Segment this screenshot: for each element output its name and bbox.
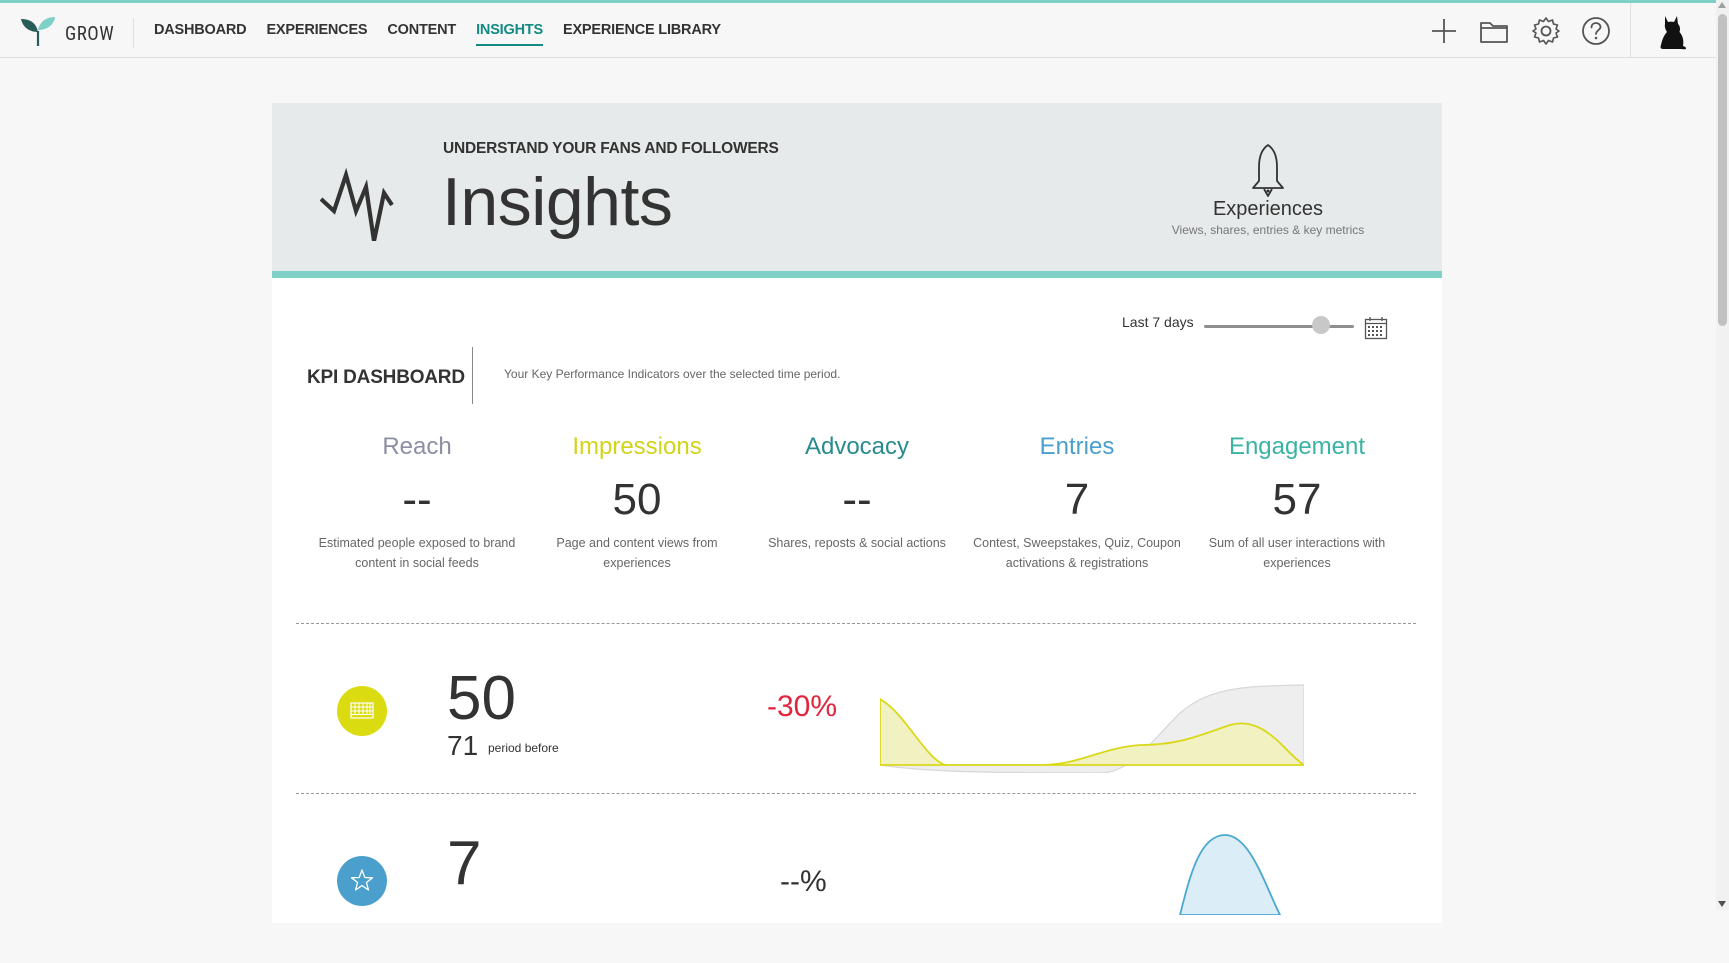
star-icon xyxy=(350,869,374,891)
metric-value: 7 xyxy=(1064,475,1090,524)
metric-name: Impressions xyxy=(572,433,702,460)
user-divider xyxy=(1630,3,1631,58)
section-divider xyxy=(296,793,1416,794)
entries-stat-row: 7 --% xyxy=(272,793,1442,963)
nav-experiences[interactable]: EXPERIENCES xyxy=(266,22,368,38)
metric-name: Engagement xyxy=(1228,433,1366,460)
metric-description: Shares, reposts & social actions xyxy=(768,536,946,550)
insights-card: UNDERSTAND YOUR FANS AND FOLLOWERS Insig… xyxy=(272,103,1442,923)
metric-description: Page and content views from experiences xyxy=(556,536,718,570)
plus-icon[interactable] xyxy=(1428,15,1460,47)
metric-value: -- xyxy=(402,475,432,524)
grow-logo-icon[interactable] xyxy=(20,16,56,48)
entries-sparkline xyxy=(1179,834,1282,915)
impressions-icon-badge xyxy=(337,686,387,736)
top-navigation-bar: GROW DASHBOARD EXPERIENCES CONTENT INSIG… xyxy=(0,0,1716,58)
calendar-icon[interactable] xyxy=(1364,316,1388,340)
kpi-title: KPI DASHBOARD xyxy=(307,367,465,388)
help-icon[interactable] xyxy=(1580,15,1612,47)
metric-reach[interactable]: Reach -- Estimated people exposed to bra… xyxy=(307,433,527,573)
metric-value: -- xyxy=(842,475,872,524)
entries-current-value: 7 xyxy=(447,829,482,898)
nav-divider xyxy=(133,18,134,48)
impressions-previous-value: 71 xyxy=(447,730,479,761)
section-divider xyxy=(296,623,1416,624)
previous-period-label: period before xyxy=(488,741,559,755)
insights-hero: UNDERSTAND YOUR FANS AND FOLLOWERS Insig… xyxy=(272,103,1442,278)
metric-value: 50 xyxy=(612,475,662,524)
impressions-current-value: 50 xyxy=(447,664,516,733)
metric-impressions[interactable]: Impressions 50 Page and content views fr… xyxy=(527,433,747,573)
metric-value: 57 xyxy=(1272,475,1322,524)
experiences-link[interactable]: Experiences Views, shares, entries & key… xyxy=(1160,143,1376,237)
page-title: Insights xyxy=(442,164,673,240)
keyboard-icon xyxy=(350,702,374,719)
metric-name: Reach xyxy=(382,433,452,460)
period-slider-thumb[interactable] xyxy=(1312,316,1330,334)
metric-entries[interactable]: Entries 7 Contest, Sweepstakes, Quiz, Co… xyxy=(967,433,1187,573)
gear-icon[interactable] xyxy=(1530,15,1562,47)
nav-experience-library[interactable]: EXPERIENCE LIBRARY xyxy=(562,22,721,38)
hero-eyebrow: UNDERSTAND YOUR FANS AND FOLLOWERS xyxy=(443,140,779,157)
metric-name: Entries xyxy=(1039,433,1115,460)
experiences-title: Experiences xyxy=(1212,198,1324,220)
metric-engagement[interactable]: Engagement 57 Sum of all user interactio… xyxy=(1187,433,1407,573)
scrollbar-thumb[interactable] xyxy=(1718,14,1727,326)
rocket-icon xyxy=(1252,144,1284,197)
experiences-subtitle: Views, shares, entries & key metrics xyxy=(1171,223,1365,237)
folder-icon[interactable] xyxy=(1478,15,1510,47)
metric-description: Contest, Sweepstakes, Quiz, Coupon activ… xyxy=(973,536,1181,570)
period-slider[interactable] xyxy=(1204,325,1354,328)
brand-name[interactable]: GROW xyxy=(65,22,115,45)
scroll-up-arrow-icon[interactable] xyxy=(1718,2,1726,8)
nav-dashboard[interactable]: DASHBOARD xyxy=(154,22,247,38)
kpi-divider xyxy=(472,347,473,404)
impressions-stat-row: 50 71 period before -30% xyxy=(272,623,1442,793)
entries-change-percent: --% xyxy=(780,865,827,898)
nav-insights[interactable]: INSIGHTS xyxy=(476,22,543,46)
period-label: Last 7 days xyxy=(1122,314,1194,330)
metric-name: Advocacy xyxy=(804,433,910,460)
nav-content[interactable]: CONTENT xyxy=(387,22,457,38)
entries-icon-badge xyxy=(337,856,387,906)
impressions-change-percent: -30% xyxy=(767,690,838,723)
pulse-icon xyxy=(320,167,394,241)
scroll-down-arrow-icon[interactable] xyxy=(1718,901,1726,907)
metric-description: Estimated people exposed to brand conten… xyxy=(318,536,516,570)
metric-description: Sum of all user interactions with experi… xyxy=(1208,536,1386,570)
kpi-description: Your Key Performance Indicators over the… xyxy=(504,367,841,381)
cat-avatar-icon[interactable] xyxy=(1655,14,1689,50)
current-period-area xyxy=(1179,834,1282,915)
impressions-sparkline xyxy=(880,684,1304,773)
metric-advocacy[interactable]: Advocacy -- Shares, reposts & social act… xyxy=(747,433,967,553)
main-nav: DASHBOARD EXPERIENCES CONTENT INSIGHTS E… xyxy=(154,22,741,46)
current-period-area xyxy=(880,697,1304,766)
